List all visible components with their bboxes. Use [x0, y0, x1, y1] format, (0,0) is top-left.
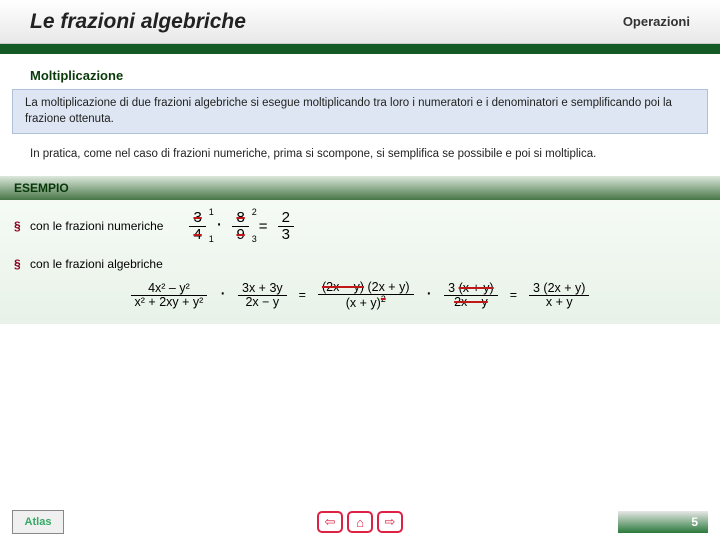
definition-box: La moltiplicazione di due frazioni algeb… — [12, 89, 708, 134]
nav-controls: ⇦ ⌂ ⇨ — [317, 511, 403, 533]
explanation-paragraph: In pratica, come nel caso di frazioni nu… — [0, 134, 720, 166]
equals-1: = — [259, 218, 268, 235]
r1n: 3 (2x + y) — [529, 282, 589, 295]
nav-next-button[interactable]: ⇨ — [377, 511, 403, 533]
a2n: 3x + 3y — [238, 282, 287, 295]
b1d: (x + y)2 — [342, 295, 390, 310]
b2n: 3 (x + y) — [444, 282, 498, 295]
a2d: 2x − y — [241, 296, 283, 309]
a1d: x² + 2xy + y² — [131, 296, 208, 309]
bullet-icon: § — [14, 219, 21, 233]
example-row-numeric: § con le frazioni numeriche 3 1 4 1 · 8 … — [14, 210, 706, 243]
alg-frac-b2: 3 (x + y) 2x − y — [444, 282, 498, 309]
equals-a1: = — [299, 288, 306, 302]
example-body: § con le frazioni numeriche 3 1 4 1 · 8 … — [0, 200, 720, 324]
numeric-fraction-expr: 3 1 4 1 · 8 2 9 3 = 2 3 — [189, 210, 293, 243]
alg-frac-b1: (2x − y) (2x + y) (x + y)2 — [318, 281, 414, 310]
example-header: ESEMPIO — [0, 176, 720, 200]
atlas-logo: Atlas — [12, 510, 64, 534]
a1n: 4x² – y² — [144, 282, 194, 295]
frac-1: 3 1 4 1 — [189, 210, 205, 243]
nav-prev-button[interactable]: ⇦ — [317, 511, 343, 533]
cancel-sup-2t: 2 — [252, 208, 257, 217]
footer: Atlas ⇦ ⌂ ⇨ 5 — [0, 504, 720, 540]
page-number: 5 — [618, 511, 708, 533]
frac2-num: 8 — [232, 210, 248, 226]
b1n: (2x − y) (2x + y) — [318, 281, 414, 294]
bullet-line-1: § con le frazioni numeriche — [14, 219, 163, 233]
r1d: x + y — [542, 296, 577, 309]
fracR-den: 3 — [278, 227, 294, 243]
frac1-num: 3 — [189, 210, 205, 226]
b2d: 2x − y — [450, 296, 492, 309]
alg-frac-result: 3 (2x + y) x + y — [529, 282, 589, 309]
frac-result-1: 2 3 — [278, 210, 294, 243]
header: Le frazioni algebriche Operazioni — [0, 0, 720, 44]
cancel-sup-2b: 3 — [252, 235, 257, 244]
frac1-den: 4 — [189, 227, 205, 243]
frac-2: 8 2 9 3 — [232, 210, 248, 243]
equals-a2: = — [510, 288, 517, 302]
cancel-sup-1b: 1 — [209, 235, 214, 244]
definition-text: La moltiplicazione di due frazioni algeb… — [25, 97, 672, 125]
bullet-icon-2: § — [14, 257, 21, 271]
nav-home-button[interactable]: ⌂ — [347, 511, 373, 533]
frac2-den: 9 — [232, 227, 248, 243]
line2-text: con le frazioni algebriche — [30, 257, 163, 271]
page-title: Le frazioni algebriche — [30, 10, 246, 34]
alg-frac-a2: 3x + 3y 2x − y — [238, 282, 287, 309]
line1-text: con le frazioni numeriche — [30, 219, 163, 233]
section-heading: Moltiplicazione — [0, 54, 720, 89]
fracR-num: 2 — [278, 210, 294, 226]
header-accent-bar — [0, 44, 720, 54]
page-subtitle: Operazioni — [623, 14, 690, 29]
alg-frac-a1: 4x² – y² x² + 2xy + y² — [131, 282, 208, 309]
example-row-algebraic-label: § con le frazioni algebriche — [14, 257, 706, 271]
cancel-sup-1t: 1 — [209, 208, 214, 217]
algebraic-expression: 4x² – y² x² + 2xy + y² · 3x + 3y 2x − y … — [14, 281, 706, 310]
